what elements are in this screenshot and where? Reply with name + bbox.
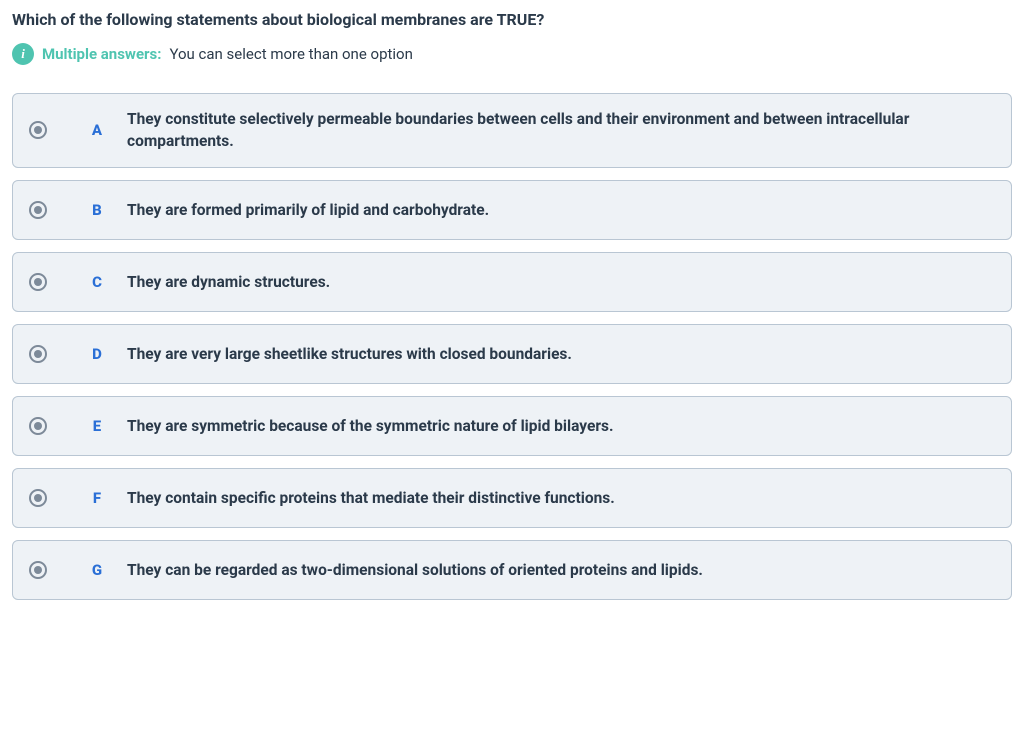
hint-label: Multiple answers:	[42, 45, 161, 63]
option-text: They can be regarded as two-dimensional …	[127, 559, 995, 581]
option-text: They are symmetric because of the symmet…	[127, 415, 995, 437]
option-a[interactable]: AThey constitute selectively permeable b…	[12, 93, 1012, 168]
radio-icon[interactable]	[29, 121, 47, 139]
option-letter: E	[67, 417, 127, 435]
radio-icon[interactable]	[29, 489, 47, 507]
radio-icon[interactable]	[29, 417, 47, 435]
option-text: They are formed primarily of lipid and c…	[127, 199, 995, 221]
info-icon: i	[12, 43, 34, 65]
option-letter: D	[67, 345, 127, 363]
radio-inner-icon	[34, 494, 42, 502]
option-letter: B	[67, 201, 127, 219]
option-text: They are dynamic structures.	[127, 271, 995, 293]
radio-icon[interactable]	[29, 201, 47, 219]
option-b[interactable]: BThey are formed primarily of lipid and …	[12, 180, 1012, 240]
option-letter: A	[67, 121, 127, 139]
radio-inner-icon	[34, 206, 42, 214]
option-g[interactable]: GThey can be regarded as two-dimensional…	[12, 540, 1012, 600]
option-text: They contain specific proteins that medi…	[127, 487, 995, 509]
hint-row: i Multiple answers: You can select more …	[12, 43, 1012, 65]
question-text: Which of the following statements about …	[12, 10, 1012, 29]
radio-icon[interactable]	[29, 345, 47, 363]
radio-inner-icon	[34, 566, 42, 574]
option-f[interactable]: FThey contain specific proteins that med…	[12, 468, 1012, 528]
radio-inner-icon	[34, 126, 42, 134]
radio-icon[interactable]	[29, 273, 47, 291]
hint-text: You can select more than one option	[169, 45, 412, 63]
option-letter: G	[67, 561, 127, 579]
radio-inner-icon	[34, 350, 42, 358]
option-e[interactable]: EThey are symmetric because of the symme…	[12, 396, 1012, 456]
options-list: AThey constitute selectively permeable b…	[12, 93, 1012, 600]
option-text: They are very large sheetlike structures…	[127, 343, 995, 365]
option-d[interactable]: DThey are very large sheetlike structure…	[12, 324, 1012, 384]
option-letter: C	[67, 273, 127, 291]
radio-icon[interactable]	[29, 561, 47, 579]
option-text: They constitute selectively permeable bo…	[127, 108, 995, 153]
option-letter: F	[67, 489, 127, 507]
radio-inner-icon	[34, 422, 42, 430]
option-c[interactable]: CThey are dynamic structures.	[12, 252, 1012, 312]
radio-inner-icon	[34, 278, 42, 286]
